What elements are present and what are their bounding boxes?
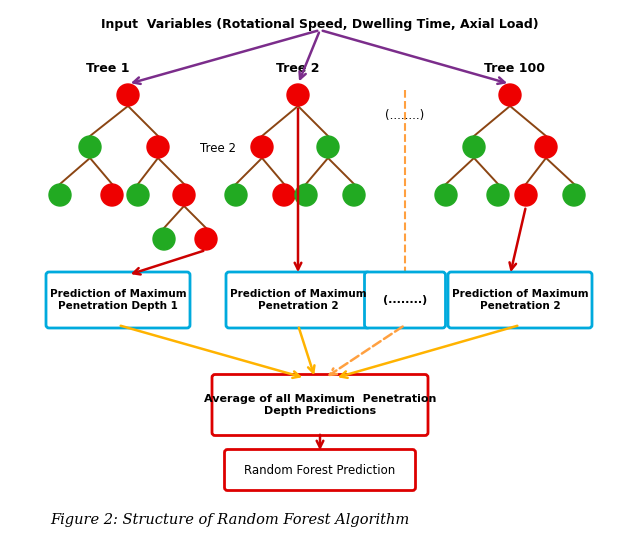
Circle shape — [49, 184, 71, 206]
FancyBboxPatch shape — [226, 272, 370, 328]
Circle shape — [435, 184, 457, 206]
Text: Tree 100: Tree 100 — [484, 62, 545, 75]
Text: Average of all Maximum  Penetration
Depth Predictions: Average of all Maximum Penetration Depth… — [204, 394, 436, 416]
Circle shape — [127, 184, 149, 206]
Circle shape — [463, 136, 485, 158]
Text: Random Forest Prediction: Random Forest Prediction — [244, 464, 396, 477]
Circle shape — [117, 84, 139, 106]
Circle shape — [79, 136, 101, 158]
Circle shape — [295, 184, 317, 206]
FancyBboxPatch shape — [46, 272, 190, 328]
FancyBboxPatch shape — [365, 272, 445, 328]
Circle shape — [287, 84, 309, 106]
Circle shape — [251, 136, 273, 158]
Circle shape — [225, 184, 247, 206]
Circle shape — [563, 184, 585, 206]
Text: Tree 2: Tree 2 — [276, 62, 320, 75]
Text: Figure 2: Structure of Random Forest Algorithm: Figure 2: Structure of Random Forest Alg… — [50, 513, 409, 527]
Circle shape — [101, 184, 123, 206]
Circle shape — [153, 228, 175, 250]
Text: Tree 1: Tree 1 — [86, 62, 130, 75]
Circle shape — [487, 184, 509, 206]
Circle shape — [273, 184, 295, 206]
Circle shape — [317, 136, 339, 158]
Text: Input  Variables (Rotational Speed, Dwelling Time, Axial Load): Input Variables (Rotational Speed, Dwell… — [101, 18, 539, 31]
Circle shape — [147, 136, 169, 158]
FancyBboxPatch shape — [212, 375, 428, 435]
FancyBboxPatch shape — [448, 272, 592, 328]
Text: Tree 2: Tree 2 — [200, 141, 236, 155]
Circle shape — [173, 184, 195, 206]
Circle shape — [535, 136, 557, 158]
FancyBboxPatch shape — [225, 449, 415, 490]
Text: Prediction of Maximum
Penetration 2: Prediction of Maximum Penetration 2 — [230, 289, 366, 311]
Circle shape — [515, 184, 537, 206]
Circle shape — [195, 228, 217, 250]
Text: (........): (........) — [383, 295, 427, 305]
Circle shape — [343, 184, 365, 206]
Circle shape — [499, 84, 521, 106]
Text: Prediction of Maximum
Penetration 2: Prediction of Maximum Penetration 2 — [452, 289, 588, 311]
Text: (........): (........) — [385, 109, 424, 122]
Text: Prediction of Maximum
Penetration Depth 1: Prediction of Maximum Penetration Depth … — [50, 289, 186, 311]
